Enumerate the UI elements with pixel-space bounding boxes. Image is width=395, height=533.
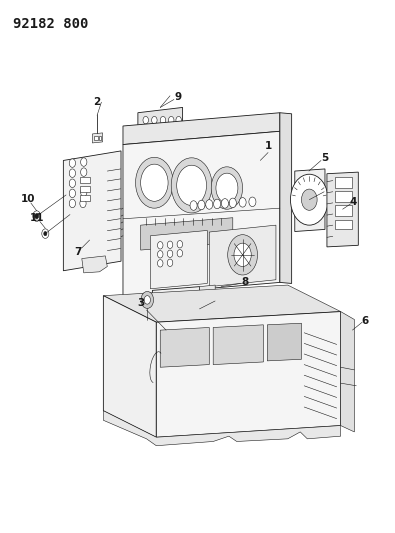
Circle shape: [180, 300, 190, 313]
Text: 8: 8: [242, 277, 249, 287]
Circle shape: [234, 243, 251, 266]
Bar: [335, 205, 352, 216]
Polygon shape: [156, 312, 340, 437]
Circle shape: [249, 197, 256, 207]
Bar: [335, 220, 352, 229]
Circle shape: [167, 259, 173, 266]
Circle shape: [169, 116, 174, 124]
Circle shape: [171, 158, 212, 213]
Polygon shape: [141, 217, 233, 250]
Bar: [335, 191, 352, 202]
Text: 9: 9: [174, 92, 181, 102]
Circle shape: [190, 201, 197, 211]
Text: 6: 6: [362, 316, 369, 326]
Bar: [80, 177, 90, 183]
Circle shape: [177, 165, 207, 206]
Circle shape: [42, 229, 49, 238]
Circle shape: [158, 241, 163, 249]
Polygon shape: [103, 411, 340, 446]
Polygon shape: [82, 256, 107, 273]
Circle shape: [222, 199, 228, 208]
Circle shape: [69, 169, 75, 177]
Circle shape: [69, 199, 75, 208]
Circle shape: [44, 231, 47, 236]
Circle shape: [152, 116, 157, 124]
Polygon shape: [150, 230, 207, 289]
Bar: [94, 135, 98, 140]
Circle shape: [198, 200, 205, 210]
Bar: [99, 135, 102, 140]
Text: 2: 2: [94, 98, 101, 108]
Circle shape: [141, 292, 154, 309]
Circle shape: [228, 235, 258, 275]
Circle shape: [176, 116, 181, 124]
Circle shape: [159, 298, 173, 317]
Polygon shape: [63, 151, 121, 271]
Polygon shape: [327, 172, 358, 247]
Circle shape: [167, 250, 173, 257]
Circle shape: [69, 159, 75, 167]
Text: 11: 11: [30, 213, 44, 223]
Text: 7: 7: [74, 247, 81, 257]
Circle shape: [177, 240, 182, 248]
Circle shape: [239, 198, 246, 207]
Text: 4: 4: [350, 197, 357, 207]
Circle shape: [158, 260, 163, 267]
Polygon shape: [340, 312, 354, 432]
Polygon shape: [160, 327, 209, 367]
Polygon shape: [213, 325, 263, 365]
Circle shape: [167, 241, 173, 248]
Polygon shape: [209, 225, 276, 287]
Circle shape: [35, 214, 39, 219]
Text: 1: 1: [265, 141, 272, 151]
Circle shape: [135, 157, 173, 208]
Text: 5: 5: [321, 153, 328, 163]
Polygon shape: [123, 113, 280, 144]
Circle shape: [33, 211, 41, 221]
Bar: [80, 195, 90, 201]
Circle shape: [162, 303, 170, 313]
Circle shape: [211, 167, 243, 209]
Polygon shape: [138, 108, 182, 133]
Circle shape: [144, 296, 150, 304]
Polygon shape: [199, 285, 215, 324]
Circle shape: [80, 199, 86, 208]
Polygon shape: [295, 169, 325, 231]
Polygon shape: [103, 285, 340, 322]
Circle shape: [229, 198, 236, 208]
Circle shape: [141, 164, 168, 201]
Circle shape: [81, 158, 87, 166]
Polygon shape: [92, 133, 103, 143]
Circle shape: [301, 189, 317, 211]
Text: 92182 800: 92182 800: [13, 17, 88, 31]
Circle shape: [160, 116, 166, 124]
Circle shape: [216, 173, 238, 203]
Polygon shape: [280, 113, 292, 284]
Circle shape: [214, 199, 221, 209]
Polygon shape: [103, 296, 156, 437]
Polygon shape: [123, 131, 280, 296]
Text: 3: 3: [137, 298, 144, 308]
Text: 10: 10: [21, 193, 35, 204]
Polygon shape: [267, 323, 301, 361]
Circle shape: [69, 189, 75, 198]
Circle shape: [69, 179, 75, 188]
Circle shape: [206, 200, 213, 209]
Circle shape: [177, 249, 182, 257]
Bar: [335, 177, 352, 188]
Circle shape: [81, 168, 87, 176]
Circle shape: [81, 188, 87, 197]
Circle shape: [143, 116, 149, 124]
Circle shape: [290, 174, 328, 225]
Circle shape: [170, 299, 181, 314]
Bar: [80, 186, 90, 192]
Polygon shape: [152, 287, 199, 331]
Circle shape: [158, 251, 163, 258]
